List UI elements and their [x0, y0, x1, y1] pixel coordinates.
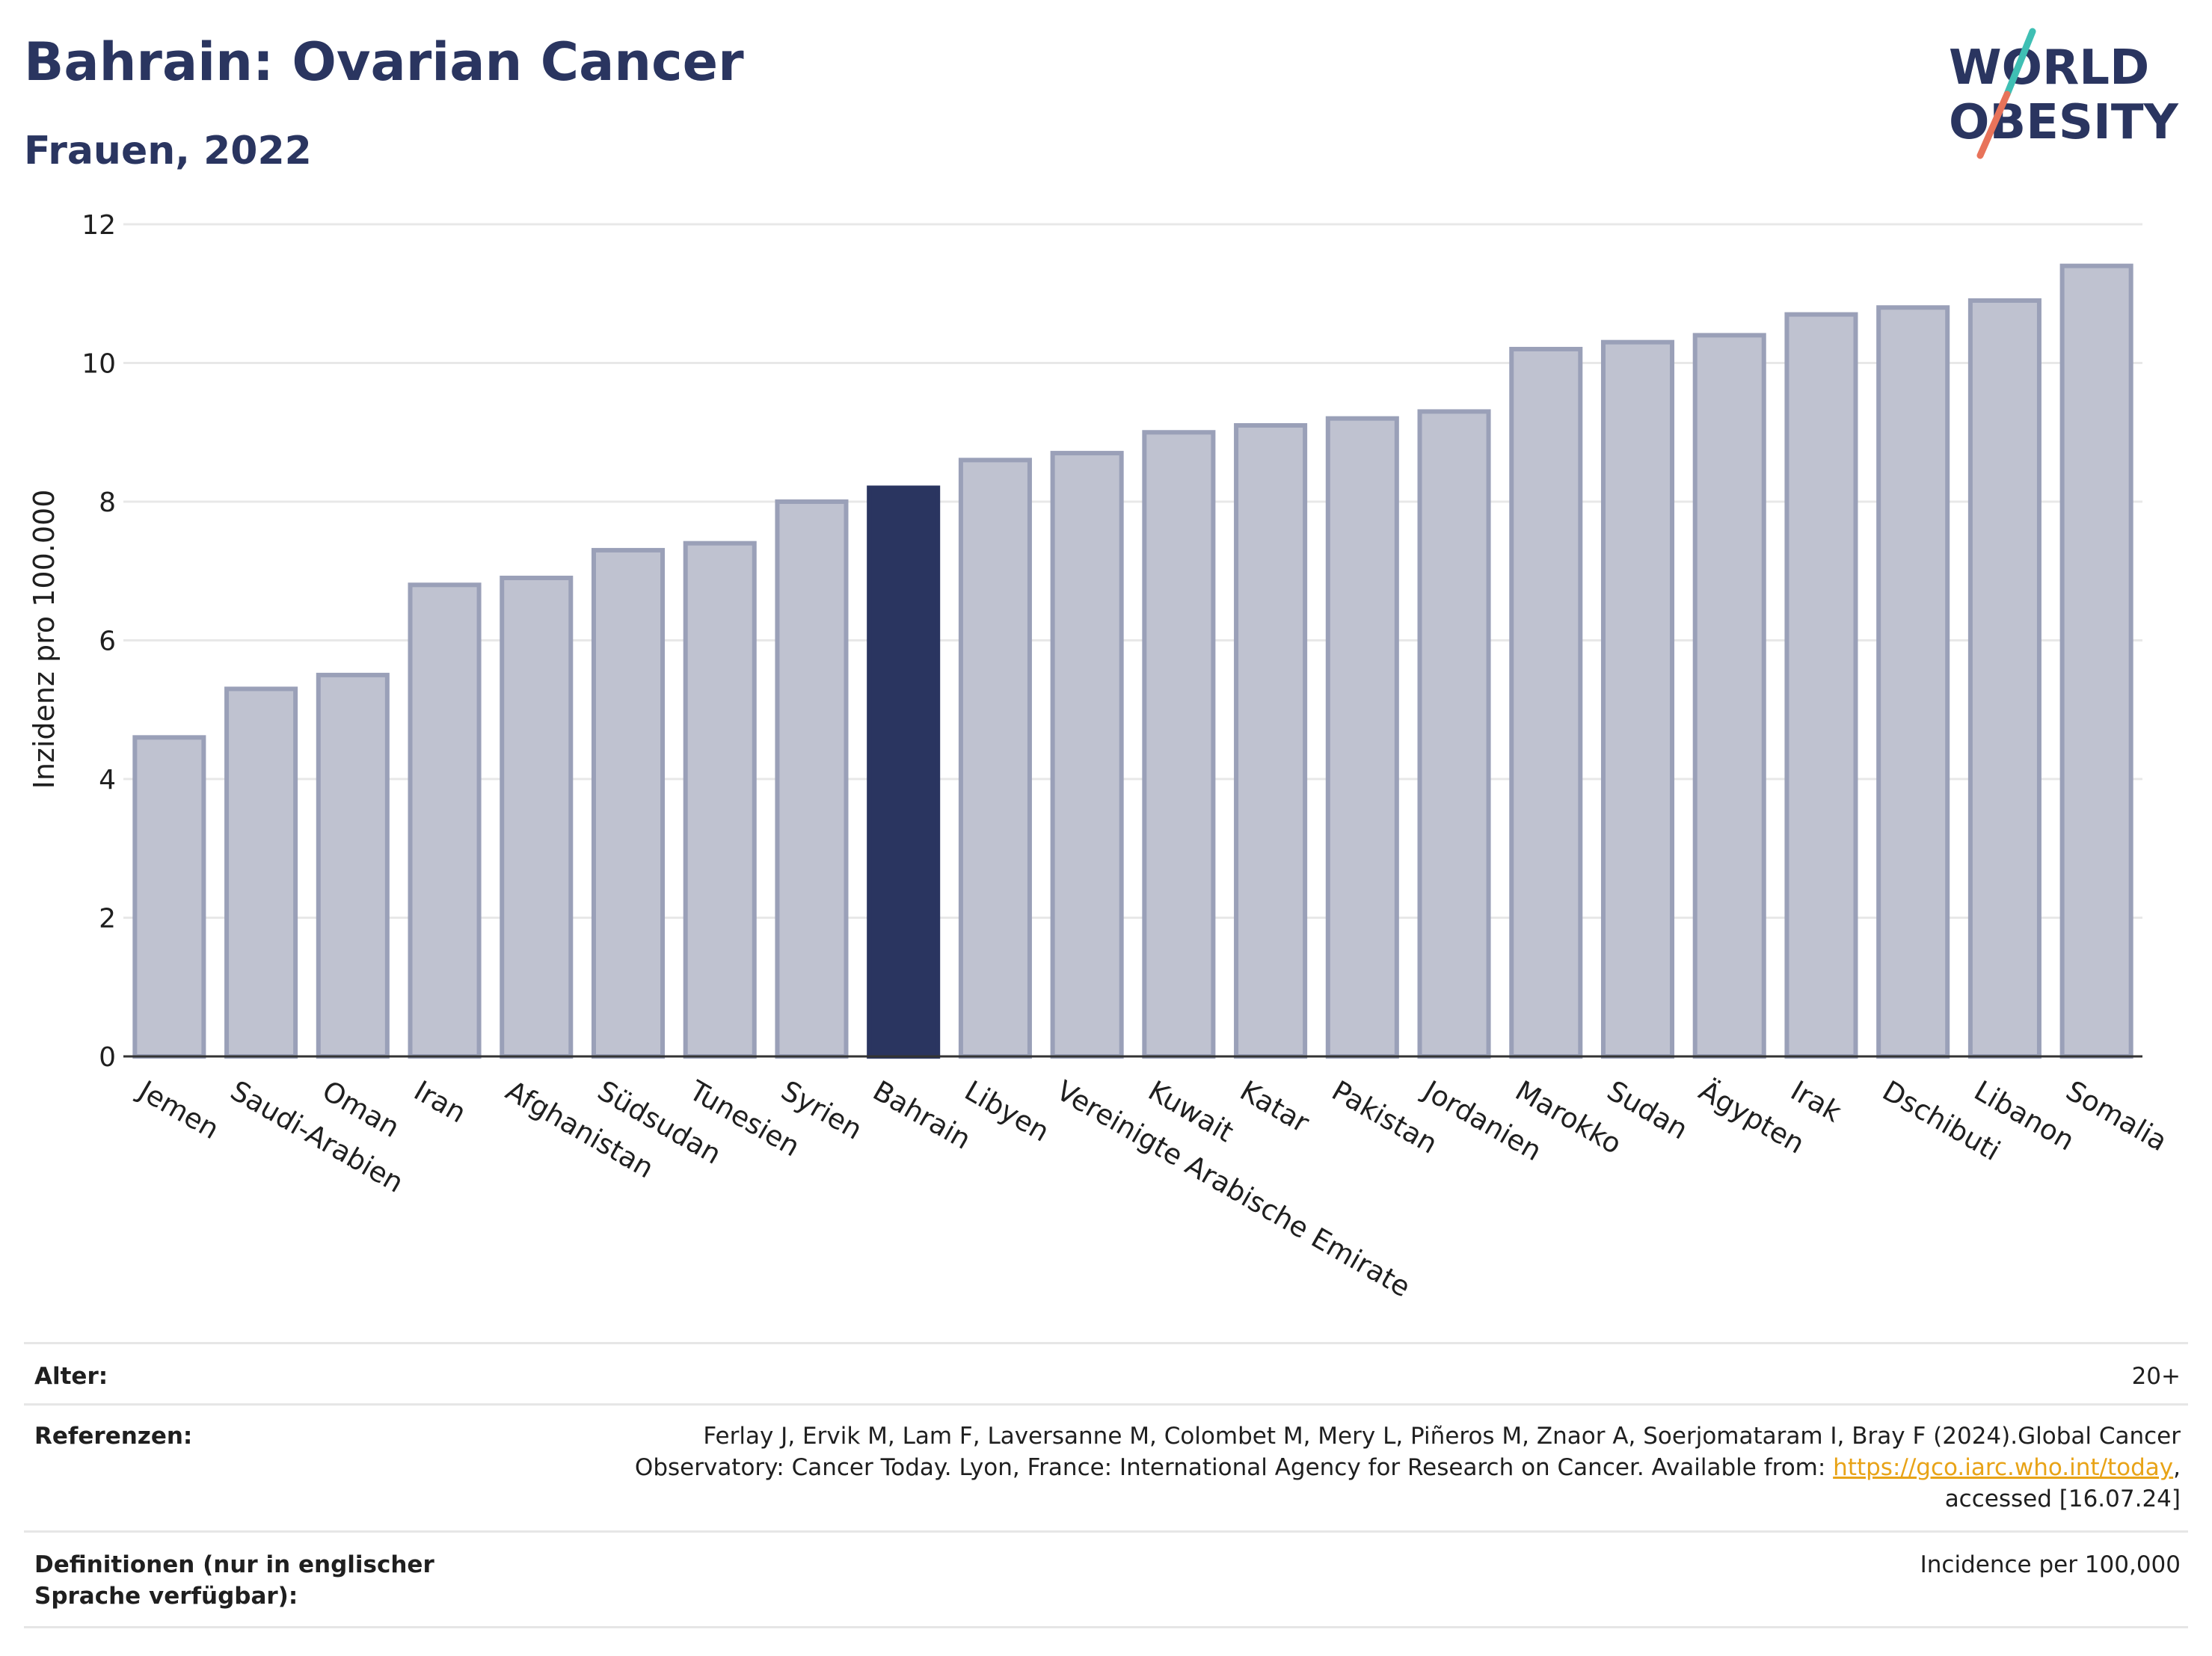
- chart-subtitle: Frauen, 2022: [24, 129, 312, 173]
- footer-age-row: Alter: 20+: [24, 1342, 2188, 1406]
- definitions-value: Incidence per 100,000: [1920, 1551, 2181, 1578]
- bar-saudi-arabien: [224, 686, 298, 1059]
- bar-iran: [408, 582, 482, 1059]
- age-value: 20+: [2131, 1363, 2181, 1390]
- age-label: Alter:: [34, 1363, 108, 1390]
- bar-katar: [1234, 422, 1308, 1059]
- reference-line-2: Observatory: Cancer Today. Lyon, France:…: [634, 1454, 1834, 1481]
- bar-oman: [316, 672, 390, 1059]
- y-tick-label: 10: [82, 349, 116, 380]
- bar-tunesien: [683, 541, 757, 1059]
- y-tick-label: 2: [99, 904, 116, 935]
- y-tick-label: 0: [99, 1042, 116, 1073]
- references-label: Referenzen:: [34, 1423, 193, 1450]
- reference-line-1: Ferlay J, Ervik M, Lam F, Laversanne M, …: [703, 1423, 2181, 1450]
- x-tick-label: Katar: [1235, 1074, 1315, 1139]
- bar-somalia: [2059, 263, 2133, 1059]
- bar-kuwait: [1142, 430, 1216, 1059]
- bar-afghanistan: [500, 576, 574, 1059]
- reference-line-3: accessed [16.07.24]: [1944, 1486, 2181, 1512]
- world-obesity-logo: WORLD OBESITY: [1949, 28, 2178, 159]
- y-axis-ticks: 0 2 4 6 8 10 12: [82, 210, 116, 1073]
- x-tick-label: Libyen: [959, 1074, 1055, 1148]
- bar-syrien: [775, 499, 849, 1059]
- x-tick-label: Bahrain: [867, 1074, 976, 1156]
- bar-jordanien: [1417, 409, 1491, 1059]
- chart-title: Bahrain: Ovarian Cancer: [24, 31, 744, 93]
- bar-dschibuti: [1876, 305, 1950, 1059]
- bar-südsudan: [591, 547, 666, 1059]
- x-tick-label: Somalia: [2061, 1074, 2173, 1157]
- bars: [132, 263, 2133, 1059]
- bar-marokko: [1509, 346, 1583, 1059]
- logo-slash-teal: [2003, 28, 2036, 98]
- reference-line-2-end: ,: [2173, 1454, 2181, 1481]
- definitions-label: Definitionen (nur in englischer Sprache …: [34, 1551, 434, 1610]
- y-axis-label: Inzidenz pro 100.000: [28, 490, 61, 789]
- footer-references-row: Referenzen: Ferlay J, Ervik M, Lam F, La…: [24, 1403, 2188, 1533]
- footer-definitions-row: Definitionen (nur in englischer Sprache …: [24, 1530, 2188, 1628]
- references-text: Ferlay J, Ervik M, Lam F, Laversanne M, …: [610, 1420, 2181, 1515]
- bar-jemen: [132, 735, 206, 1059]
- x-tick-label: Irak: [1785, 1074, 1847, 1129]
- bar-pakistan: [1325, 416, 1399, 1059]
- bar-chart: 0 2 4 6 8 10 12 Inzidenz pro 100.000 Jemen Saud…: [28, 210, 2173, 1304]
- bar-ägypten: [1692, 333, 1766, 1059]
- y-tick-label: 12: [82, 210, 116, 241]
- bar-vereinigte-arabische-emirate: [1050, 451, 1124, 1059]
- reference-link[interactable]: https://gco.iarc.who.int/today: [1833, 1454, 2174, 1481]
- x-tick-label: Ägypten: [1694, 1074, 1810, 1160]
- x-tick-label: Iran: [408, 1074, 471, 1129]
- bar-sudan: [1600, 339, 1675, 1059]
- bar-bahrain: [867, 485, 941, 1059]
- bar-irak: [1784, 312, 1858, 1059]
- x-tick-label: Pakistan: [1327, 1074, 1443, 1160]
- bar-libanon: [1967, 298, 2042, 1059]
- x-tick-label: Jemen: [132, 1074, 225, 1145]
- bar-libyen: [958, 458, 1032, 1059]
- logo-text-world: WORLD: [1949, 40, 2149, 96]
- y-tick-label: 4: [99, 765, 116, 795]
- y-tick-label: 6: [99, 627, 116, 657]
- y-tick-label: 8: [99, 487, 116, 518]
- logo-slash-coral: [1976, 90, 2011, 159]
